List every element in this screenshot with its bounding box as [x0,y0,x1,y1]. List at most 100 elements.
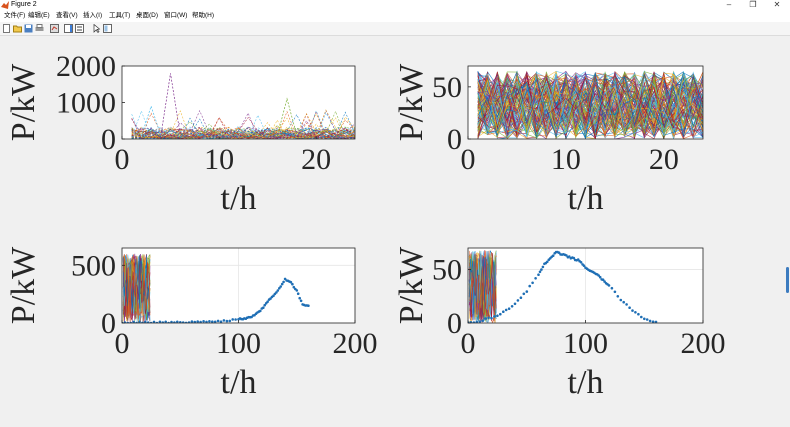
scroll-thumb[interactable] [786,267,789,293]
scatter-point [144,320,147,323]
link-plot-icon[interactable] [50,24,59,33]
series-line [131,126,355,139]
scatter-point [625,303,628,306]
scatter-point [519,296,523,300]
series-line [477,72,703,138]
scatter-point [190,320,194,323]
menu-desktop[interactable]: 桌面(D) [136,12,159,19]
scatter-point [538,270,542,274]
scatter-point [164,320,167,323]
series-line [477,74,703,138]
series-line [477,76,703,139]
y-tick-label: 0 [101,307,116,340]
x-tick-label: 100 [216,327,261,360]
scatter-point [472,321,476,323]
scatter-point [216,319,220,323]
scatter-point [546,260,549,264]
print-icon[interactable] [35,24,44,33]
scatter-point [597,274,600,277]
scatter-point [516,299,520,302]
menu-tools[interactable]: 工具(T) [109,12,131,19]
scatter-point [196,320,199,323]
menu-file[interactable]: 文件(F) [4,12,26,19]
scatter-point [607,284,611,287]
scatter-point [502,310,505,314]
scatter-point [537,273,540,276]
scatter-point [496,314,499,318]
menu-edit[interactable]: 编辑(E) [28,12,50,19]
new-figure-icon[interactable] [2,24,11,33]
scatter-point [132,320,135,323]
scatter-point [123,321,127,323]
scatter-point [628,306,631,310]
menu-view[interactable]: 查看(V) [56,12,78,19]
scatter-point [282,280,285,284]
x-tick-label: 100 [563,327,608,360]
series-line [477,73,703,139]
scatter-point [531,281,534,285]
scrollbar[interactable] [784,36,790,422]
scatter-point [275,291,278,294]
scatter-point [616,295,620,298]
menu-insert[interactable]: 插入(I) [83,12,103,19]
series-line [477,71,703,138]
insert-legend-icon[interactable] [75,24,84,33]
scatter-point [478,320,482,323]
scatter-point [493,315,496,318]
series-line [122,258,151,323]
y-tick-label: 0 [447,123,462,156]
scatter-point [262,306,265,310]
x-axis-label: t/h [221,364,257,401]
series-line [131,112,355,139]
scatter-point [622,300,625,304]
menu-bar: 文件(F) 编辑(E) 查看(V) 插入(I) 工具(T) 桌面(D) 窗口(W… [0,10,790,22]
scatter-point [601,278,605,281]
series-line [477,76,703,136]
scatter-point [278,287,281,290]
scatter-point [610,286,614,290]
y-tick-label: 500 [71,249,116,282]
y-axis-label: P/kW [5,246,42,324]
series-line [477,70,703,139]
insert-colorbar-icon[interactable] [64,24,73,33]
y-axis-label: P/kW [393,63,430,141]
x-tick-label: 200 [681,327,726,360]
scatter-point [603,280,606,283]
data-layer [468,250,658,323]
scatter-point [289,280,293,284]
menu-help[interactable]: 帮助(H) [192,12,215,19]
scatter-point [228,319,232,323]
matlab-app-icon [1,1,9,9]
chart-4: 0 100 200 0 50 t/h P/kW [393,246,726,401]
scatter-point [291,282,294,286]
menu-window[interactable]: 窗口(W) [164,12,188,19]
scatter-point [484,317,487,320]
scatter-point [565,254,568,257]
y-tick-label: 0 [101,123,116,156]
scatter-point [513,302,517,306]
scatter-point [487,316,490,320]
scatter-point [158,320,162,323]
open-file-icon[interactable] [13,24,22,33]
scatter-point [279,285,283,288]
property-inspector-icon[interactable] [103,24,112,33]
scatter-point [161,321,165,323]
scatter-point [296,292,300,296]
minimize-icon[interactable]: – [726,0,732,9]
select-arrow-icon[interactable] [92,24,101,33]
window-title: Figure 2 [11,1,37,8]
series-line [477,71,703,137]
x-axis-label: t/h [568,180,604,217]
scatter-point [499,312,502,316]
close-icon[interactable]: ✕ [773,0,781,9]
series-line [131,129,355,139]
chart-3: 0 100 200 0 500 t/h P/kW [5,246,378,401]
scatter-point [179,321,182,323]
maximize-icon[interactable]: ❐ [749,0,757,9]
toolbar [0,22,790,36]
scatter-point [490,316,493,320]
save-icon[interactable] [24,24,33,33]
scatter-point [568,255,571,258]
scatter-point [231,318,234,321]
scatter-point [469,321,473,323]
